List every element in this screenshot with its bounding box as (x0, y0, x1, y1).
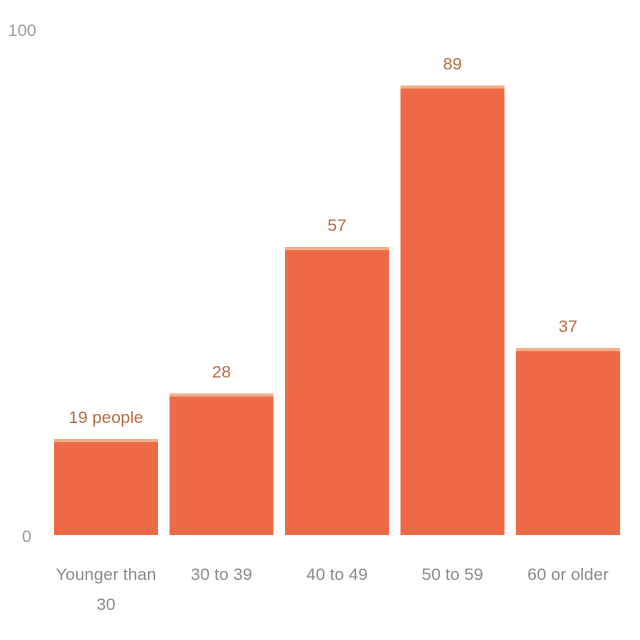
y-tick-bottom: 0 (22, 527, 31, 546)
data-label-1: 19 people (69, 408, 144, 427)
data-label-4: 89 (443, 55, 462, 74)
category-label-2: 30 to 39 (191, 565, 252, 584)
data-label-3: 57 (328, 216, 347, 235)
category-label-5: 60 or older (527, 565, 609, 584)
bar-1 (54, 439, 158, 535)
bar-top-edge-3 (285, 247, 389, 251)
data-label-5: 37 (559, 317, 578, 336)
bar-3 (285, 247, 389, 535)
bar-top-edge-1 (54, 439, 158, 443)
bar-4 (400, 85, 505, 536)
data-labels-group: 19 people 28 57 89 37 (69, 55, 578, 427)
bar-5 (516, 348, 620, 535)
y-tick-top: 100 (8, 21, 36, 40)
bar-top-edge-5 (516, 348, 620, 352)
category-label-3: 40 to 49 (306, 565, 367, 584)
category-label-1: Younger than 30 (56, 565, 157, 614)
category-label-4: 50 to 59 (422, 565, 483, 584)
bar-top-edge-2 (169, 393, 274, 397)
category-labels-group: Younger than 30 30 to 39 40 to 49 50 to 59 60… (56, 565, 609, 614)
data-label-2: 28 (212, 363, 231, 382)
bars-group (54, 85, 620, 536)
bar-2 (169, 393, 274, 535)
bar-top-edge-4 (400, 85, 505, 89)
